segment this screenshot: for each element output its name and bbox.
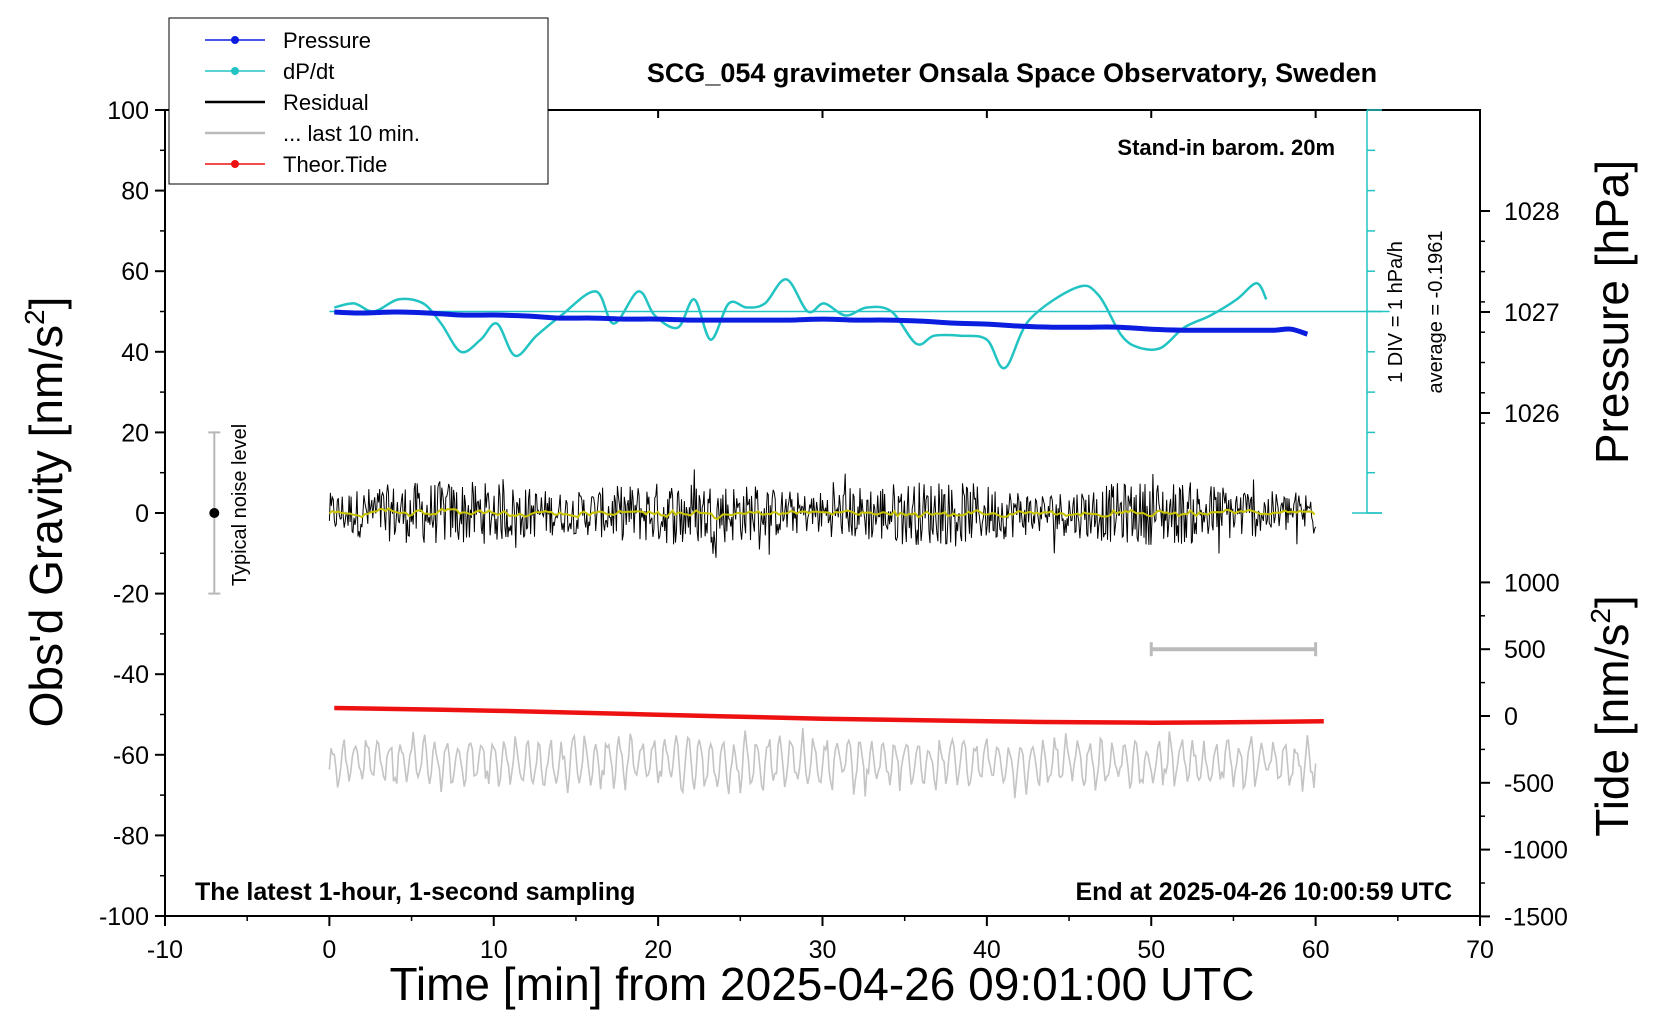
legend-label: Pressure	[283, 28, 371, 53]
series-dpdt	[333, 278, 1268, 370]
y-tick-label: -40	[113, 661, 149, 689]
pressure-tick-label: 1026	[1504, 400, 1560, 428]
legend-label: Theor.Tide	[283, 152, 387, 177]
legend-theor-tide: Theor.Tide	[205, 152, 387, 177]
y-axis-left: 100 80 60 40 20 0 -20 -40 -60 -80 -100	[99, 97, 165, 931]
legend-swatch-dot	[231, 67, 239, 75]
legend-label: Residual	[283, 90, 369, 115]
y-axis-pressure-label: Pressure [hPa]	[1586, 160, 1638, 464]
residual-line	[328, 469, 1317, 558]
tide-tick-label: -500	[1504, 770, 1554, 798]
barom-annotation: Stand-in barom. 20m	[1117, 135, 1335, 160]
y-tick-label: 20	[121, 419, 149, 447]
tide-tick-label: -1500	[1504, 903, 1568, 931]
pressure-line	[334, 309, 1309, 337]
x-axis: -10 0 10 20 30 40 50 60 70	[147, 110, 1494, 964]
average-annotation: average = -0.1961	[1425, 231, 1447, 394]
pressure-tick-label: 1027	[1504, 299, 1560, 327]
legend: Pressure dP/dt Residual ... last 10 min. The…	[168, 17, 549, 185]
x-tick-label: 70	[1466, 936, 1494, 964]
noise-bar-dot	[209, 508, 220, 518]
y-axis-tide-label: Tide [nm/s2]	[1585, 595, 1638, 836]
legend-swatch-dot	[231, 160, 239, 168]
tide-tick-label: 500	[1504, 636, 1546, 664]
series-lower-gray	[328, 727, 1317, 799]
x-tick-label: -10	[147, 936, 183, 964]
tide-tick-label: 0	[1504, 703, 1518, 731]
chart-title: SCG_054 gravimeter Onsala Space Observat…	[647, 58, 1377, 88]
y-axis-tide: 1000 500 0 -500 -1000 -1500	[1480, 569, 1568, 931]
x-tick-label: 30	[809, 936, 837, 964]
legend-residual: Residual	[205, 90, 369, 115]
y-tick-label: 40	[121, 339, 149, 367]
x-tick-label: 50	[1137, 936, 1165, 964]
y-tick-label: 100	[107, 97, 149, 125]
noise-level-bar	[208, 431, 221, 595]
dpdt-div-scale	[329, 109, 1390, 514]
tide-tick-label: -1000	[1504, 837, 1568, 865]
y-tick-label: -20	[113, 581, 149, 609]
legend-label: ... last 10 min.	[283, 121, 420, 146]
x-tick-label: 20	[644, 936, 672, 964]
legend-pressure: Pressure	[205, 28, 371, 53]
y-tick-label: 80	[121, 178, 149, 206]
end-annotation: End at 2025-04-26 10:00:59 UTC	[1075, 878, 1452, 906]
x-tick-label: 10	[480, 936, 508, 964]
dpdt-line	[333, 278, 1268, 370]
y-tick-label: -80	[113, 822, 149, 850]
y-tick-label: -60	[113, 742, 149, 770]
legend-dpdt: dP/dt	[205, 59, 334, 84]
legend-swatch-dot	[231, 36, 239, 44]
x-tick-label: 40	[973, 936, 1001, 964]
y-axis-pressure: 1028 1027 1026	[1480, 198, 1560, 428]
last-10-min-bar	[1149, 642, 1318, 657]
y-tick-label: -100	[99, 903, 149, 931]
tide-tick-label: 1000	[1504, 569, 1560, 597]
lower-gray-line	[328, 727, 1317, 799]
legend-last10: ... last 10 min.	[205, 121, 420, 146]
x-axis-label: Time [min] from 2025-04-26 09:01:00 UTC	[390, 958, 1255, 1010]
y-tick-label: 60	[121, 258, 149, 286]
div-annotation: 1 DIV = 1 hPa/h	[1385, 241, 1407, 383]
series-theor-tide	[334, 705, 1324, 725]
tide-line	[334, 705, 1324, 725]
y-tick-label: 0	[135, 500, 149, 528]
noise-annotation: Typical noise level	[229, 424, 251, 586]
residual-smooth-line	[328, 507, 1316, 521]
series-pressure	[334, 309, 1309, 337]
series-residual	[328, 469, 1317, 558]
y-axis-left-label: Obs'd Gravity [nm/s2]	[19, 297, 72, 728]
x-tick-label: 0	[322, 936, 336, 964]
pressure-tick-label: 1028	[1504, 198, 1560, 226]
x-tick-label: 60	[1302, 936, 1330, 964]
latest-annotation: The latest 1-hour, 1-second sampling	[195, 878, 635, 906]
legend-label: dP/dt	[283, 59, 334, 84]
